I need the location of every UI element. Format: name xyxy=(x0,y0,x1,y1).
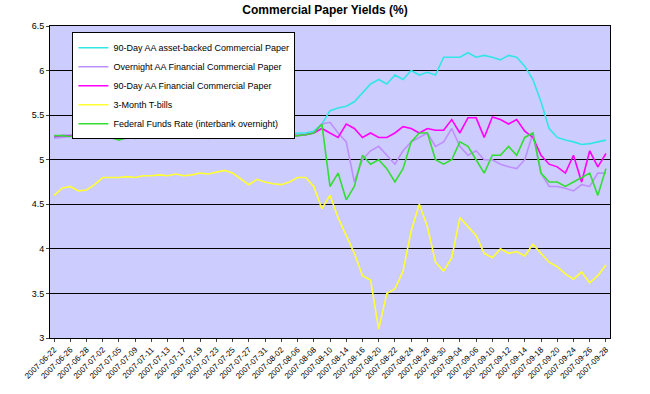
svg-text:2007-08-16: 2007-08-16 xyxy=(331,345,367,381)
svg-text:3.5: 3.5 xyxy=(32,289,45,299)
svg-text:Overnight AA Financial Commerc: Overnight AA Financial Commercial Paper xyxy=(113,62,281,72)
svg-text:2007-09-18: 2007-09-18 xyxy=(510,345,546,381)
svg-text:2007-09-28: 2007-09-28 xyxy=(575,345,611,381)
svg-text:2007-07-13: 2007-07-13 xyxy=(137,345,173,381)
svg-text:2007-09-26: 2007-09-26 xyxy=(559,345,595,381)
svg-text:2007-09-12: 2007-09-12 xyxy=(477,345,513,381)
svg-text:2007-08-30: 2007-08-30 xyxy=(413,345,449,381)
svg-text:2007-07-19: 2007-07-19 xyxy=(169,345,205,381)
svg-text:2007-07-25: 2007-07-25 xyxy=(202,345,238,381)
svg-text:2007-07-27: 2007-07-27 xyxy=(218,345,254,381)
svg-text:6.5: 6.5 xyxy=(32,21,45,31)
svg-text:5.5: 5.5 xyxy=(32,110,45,120)
svg-text:2007-08-24: 2007-08-24 xyxy=(380,345,416,381)
svg-text:2007-06-28: 2007-06-28 xyxy=(55,345,91,381)
svg-text:2007-06-22: 2007-06-22 xyxy=(23,345,59,381)
svg-text:2007-09-14: 2007-09-14 xyxy=(494,345,530,381)
svg-text:Federal Funds Rate (interbank: Federal Funds Rate (interbank overnight) xyxy=(113,119,278,129)
svg-text:2007-06-26: 2007-06-26 xyxy=(39,345,75,381)
svg-text:2007-08-10: 2007-08-10 xyxy=(299,345,335,381)
svg-text:5: 5 xyxy=(39,155,44,165)
svg-text:2007-07-02: 2007-07-02 xyxy=(72,345,108,381)
svg-text:2007-07-11: 2007-07-11 xyxy=(121,345,156,380)
svg-text:3-Month T-bills: 3-Month T-bills xyxy=(113,100,172,110)
svg-text:3: 3 xyxy=(39,333,44,343)
svg-text:2007-08-06: 2007-08-06 xyxy=(266,345,302,381)
svg-text:90-Day AA asset-backed Commerc: 90-Day AA asset-backed Commercial Paper xyxy=(113,43,289,53)
svg-text:2007-09-24: 2007-09-24 xyxy=(542,345,578,381)
svg-text:4: 4 xyxy=(39,244,44,254)
svg-text:2007-08-22: 2007-08-22 xyxy=(364,345,400,381)
svg-text:2007-08-28: 2007-08-28 xyxy=(396,345,432,381)
svg-text:2007-08-02: 2007-08-02 xyxy=(250,345,286,381)
svg-text:2007-09-04: 2007-09-04 xyxy=(429,345,465,381)
svg-text:2007-07-09: 2007-07-09 xyxy=(104,345,140,381)
svg-text:2007-07-31: 2007-07-31 xyxy=(234,345,270,381)
svg-text:2007-07-17: 2007-07-17 xyxy=(153,345,189,381)
svg-text:2007-07-23: 2007-07-23 xyxy=(185,345,221,381)
svg-text:2007-09-06: 2007-09-06 xyxy=(445,345,481,381)
svg-text:2007-08-08: 2007-08-08 xyxy=(283,345,319,381)
svg-text:6: 6 xyxy=(39,66,44,76)
svg-text:2007-08-14: 2007-08-14 xyxy=(315,345,351,381)
svg-text:90-Day AA Financial Commercial: 90-Day AA Financial Commercial Paper xyxy=(113,81,271,91)
svg-text:2007-09-10: 2007-09-10 xyxy=(461,345,497,381)
svg-text:2007-07-05: 2007-07-05 xyxy=(88,345,124,381)
svg-text:2007-08-20: 2007-08-20 xyxy=(348,345,384,381)
svg-text:2007-09-20: 2007-09-20 xyxy=(526,345,562,381)
svg-text:Commercial Paper Yields (%): Commercial Paper Yields (%) xyxy=(242,3,407,17)
svg-text:4.5: 4.5 xyxy=(32,199,45,209)
